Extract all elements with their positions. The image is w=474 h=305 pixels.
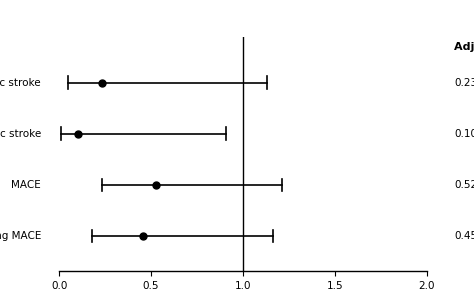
- Text: 0.235(0.049,1.129): 0.235(0.049,1.129): [454, 77, 474, 88]
- Text: Fatal or disabling ischemic stroke: Fatal or disabling ischemic stroke: [0, 129, 41, 138]
- Text: 0.456(0.179,1.164): 0.456(0.179,1.164): [454, 231, 474, 241]
- Text: Adjusted HR(95%CI): Adjusted HR(95%CI): [454, 42, 474, 52]
- Text: MACE: MACE: [11, 180, 41, 190]
- Text: 0.529(0.231,1.211): 0.529(0.231,1.211): [454, 180, 474, 190]
- Text: Ischemic stroke: Ischemic stroke: [0, 77, 41, 88]
- Text: Fatal or disabling MACE: Fatal or disabling MACE: [0, 231, 41, 241]
- Text: 0.100(0.011,0.909): 0.100(0.011,0.909): [454, 129, 474, 138]
